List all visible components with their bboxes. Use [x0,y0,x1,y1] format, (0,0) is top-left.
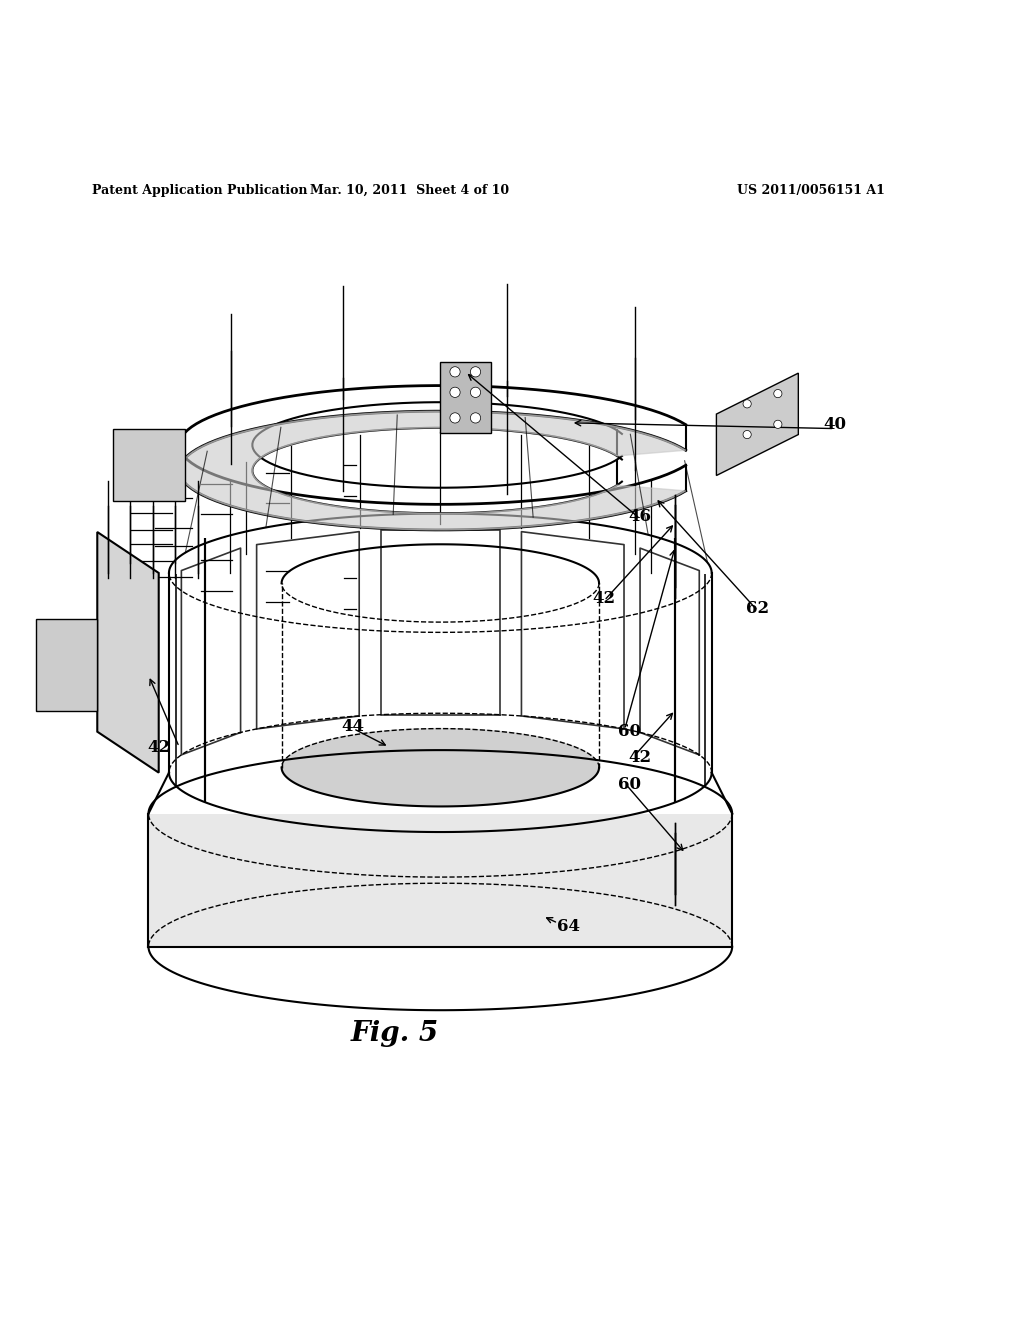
Text: 46: 46 [629,508,651,525]
Text: 42: 42 [147,739,170,755]
Text: 42: 42 [629,748,651,766]
Circle shape [450,367,460,378]
Circle shape [470,387,480,397]
Circle shape [470,413,480,422]
Text: 60: 60 [618,776,641,793]
Circle shape [470,367,480,378]
Circle shape [774,420,782,429]
Circle shape [743,400,752,408]
Polygon shape [439,362,490,433]
Polygon shape [282,729,599,807]
Text: Fig. 5: Fig. 5 [350,1020,438,1047]
Text: 64: 64 [557,917,580,935]
Text: Patent Application Publication: Patent Application Publication [92,183,307,197]
Polygon shape [113,429,184,502]
Text: 60: 60 [618,723,641,741]
Text: 40: 40 [823,416,846,433]
Polygon shape [36,619,97,711]
Circle shape [774,389,782,397]
Text: 62: 62 [746,601,769,618]
Circle shape [743,430,752,438]
Polygon shape [179,411,686,529]
Polygon shape [97,532,159,772]
Polygon shape [148,813,732,946]
Circle shape [450,413,460,422]
Text: 42: 42 [593,590,615,607]
Circle shape [450,387,460,397]
Text: US 2011/0056151 A1: US 2011/0056151 A1 [737,183,885,197]
Text: 44: 44 [342,718,365,735]
Polygon shape [717,374,799,475]
Text: Mar. 10, 2011  Sheet 4 of 10: Mar. 10, 2011 Sheet 4 of 10 [310,183,509,197]
